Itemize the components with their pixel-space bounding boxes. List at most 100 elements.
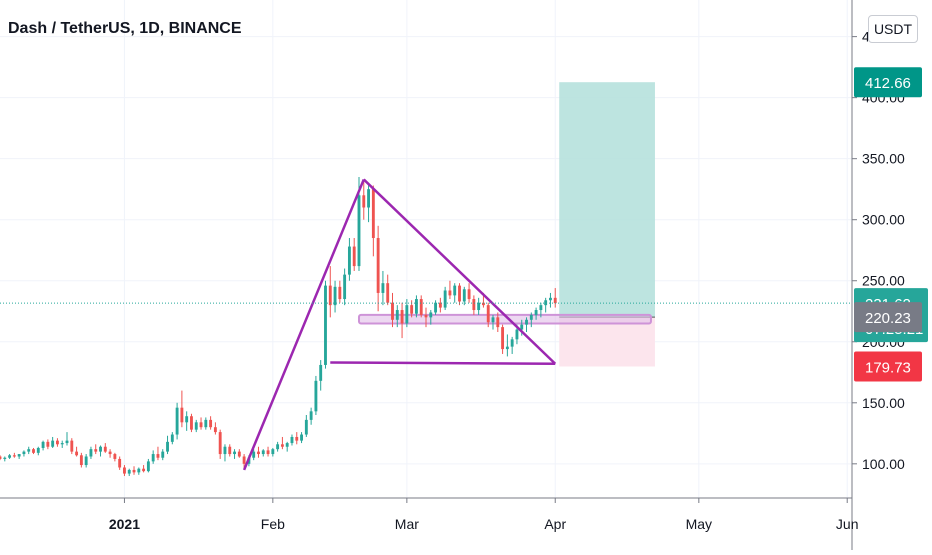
candle-body — [280, 444, 284, 447]
candle-body — [352, 246, 356, 267]
candle-body — [223, 446, 227, 455]
candle-body — [84, 456, 88, 466]
candle-body — [496, 317, 500, 328]
candle-body — [127, 469, 131, 474]
candle-body — [209, 419, 213, 428]
candle-body — [242, 456, 246, 464]
candle-body — [386, 283, 390, 303]
candle-body — [3, 457, 7, 459]
price-tick-label: 250.00 — [862, 273, 905, 289]
candle-body — [515, 329, 519, 340]
candle-body — [237, 451, 241, 457]
candle-body — [12, 455, 16, 457]
stop-price-label: 179.73 — [865, 360, 911, 377]
candle-body — [103, 446, 107, 452]
candle-body — [123, 467, 126, 474]
candle-body — [304, 419, 308, 435]
candle-body — [276, 444, 280, 450]
candle-body — [99, 446, 102, 452]
currency-selector-button[interactable]: USDT — [868, 15, 918, 43]
candle-body — [218, 432, 222, 455]
candle-body — [414, 299, 418, 314]
candle-body — [170, 434, 174, 442]
candle-body — [529, 314, 533, 320]
candle-body — [405, 305, 409, 324]
candle-body — [553, 297, 557, 304]
position-zones — [559, 82, 655, 367]
target-price-tag — [854, 67, 922, 98]
candle-body — [295, 436, 299, 441]
candle-body — [213, 427, 217, 433]
candle-body — [419, 299, 423, 315]
candle-body — [486, 305, 490, 323]
candle-body — [539, 305, 543, 311]
candle-body — [79, 455, 83, 466]
candle-body — [75, 451, 79, 456]
candle-body — [309, 411, 313, 420]
candle-body — [56, 440, 59, 445]
candle-body — [161, 451, 165, 458]
candle-body — [17, 454, 21, 457]
candle-body — [443, 290, 447, 308]
candle-body — [505, 346, 509, 350]
candle-body — [27, 449, 31, 452]
candle-body — [190, 416, 193, 430]
candle-body — [156, 454, 160, 458]
candle-body — [46, 441, 50, 447]
entry-price-tag — [854, 302, 922, 333]
candle-body — [333, 286, 337, 306]
candle-body — [391, 302, 394, 320]
candle-body — [65, 440, 69, 444]
candle-body — [204, 419, 208, 428]
candle-body — [434, 302, 438, 313]
candle-body — [520, 324, 524, 330]
candle-body — [300, 434, 303, 441]
candle-body — [252, 451, 256, 458]
candle-body — [41, 441, 45, 448]
candle-body — [108, 451, 112, 455]
candle-body — [467, 289, 471, 300]
candle-body — [424, 314, 428, 318]
time-tick-label: Feb — [261, 516, 285, 532]
candle-body — [458, 285, 461, 302]
entry-price-label: 220.23 — [865, 310, 911, 327]
candle-body — [94, 449, 98, 452]
candle-body — [324, 285, 327, 365]
target-zone — [559, 82, 655, 318]
candle-body — [491, 317, 495, 323]
candle-body — [338, 286, 342, 300]
candle-body — [362, 195, 366, 208]
time-tick-label: Apr — [544, 516, 566, 532]
stop-price-tag — [854, 351, 922, 382]
time-tick-label: Jun — [836, 516, 859, 532]
chart-title: Dash / TetherUS, 1D, BINANCE — [8, 20, 242, 37]
candle-body — [525, 319, 528, 325]
candle-body — [8, 455, 12, 458]
time-axis: 2021 Feb Mar Apr May Jun — [0, 497, 859, 532]
candle-body — [118, 458, 122, 468]
candle-body — [314, 380, 318, 412]
candle-body — [328, 285, 332, 306]
candle-body — [32, 449, 35, 453]
candle-body — [113, 454, 117, 459]
candle-body — [438, 302, 442, 308]
price-tick-label: 350.00 — [862, 151, 905, 167]
candle-body — [0, 456, 2, 459]
candle-body — [448, 290, 452, 296]
candle-body — [199, 422, 203, 428]
candle-body — [60, 443, 64, 445]
grid-lines — [0, 0, 852, 498]
candle-body — [89, 449, 93, 457]
candle-body — [482, 302, 485, 306]
candle-body — [453, 285, 457, 296]
candle-body — [510, 339, 514, 347]
target-price-label: 412.66 — [865, 75, 911, 92]
candle-body — [371, 189, 375, 239]
price-tick-label: 150.00 — [862, 395, 905, 411]
candle-body — [70, 440, 74, 452]
candle-body — [410, 305, 414, 314]
candle-body — [347, 246, 351, 275]
